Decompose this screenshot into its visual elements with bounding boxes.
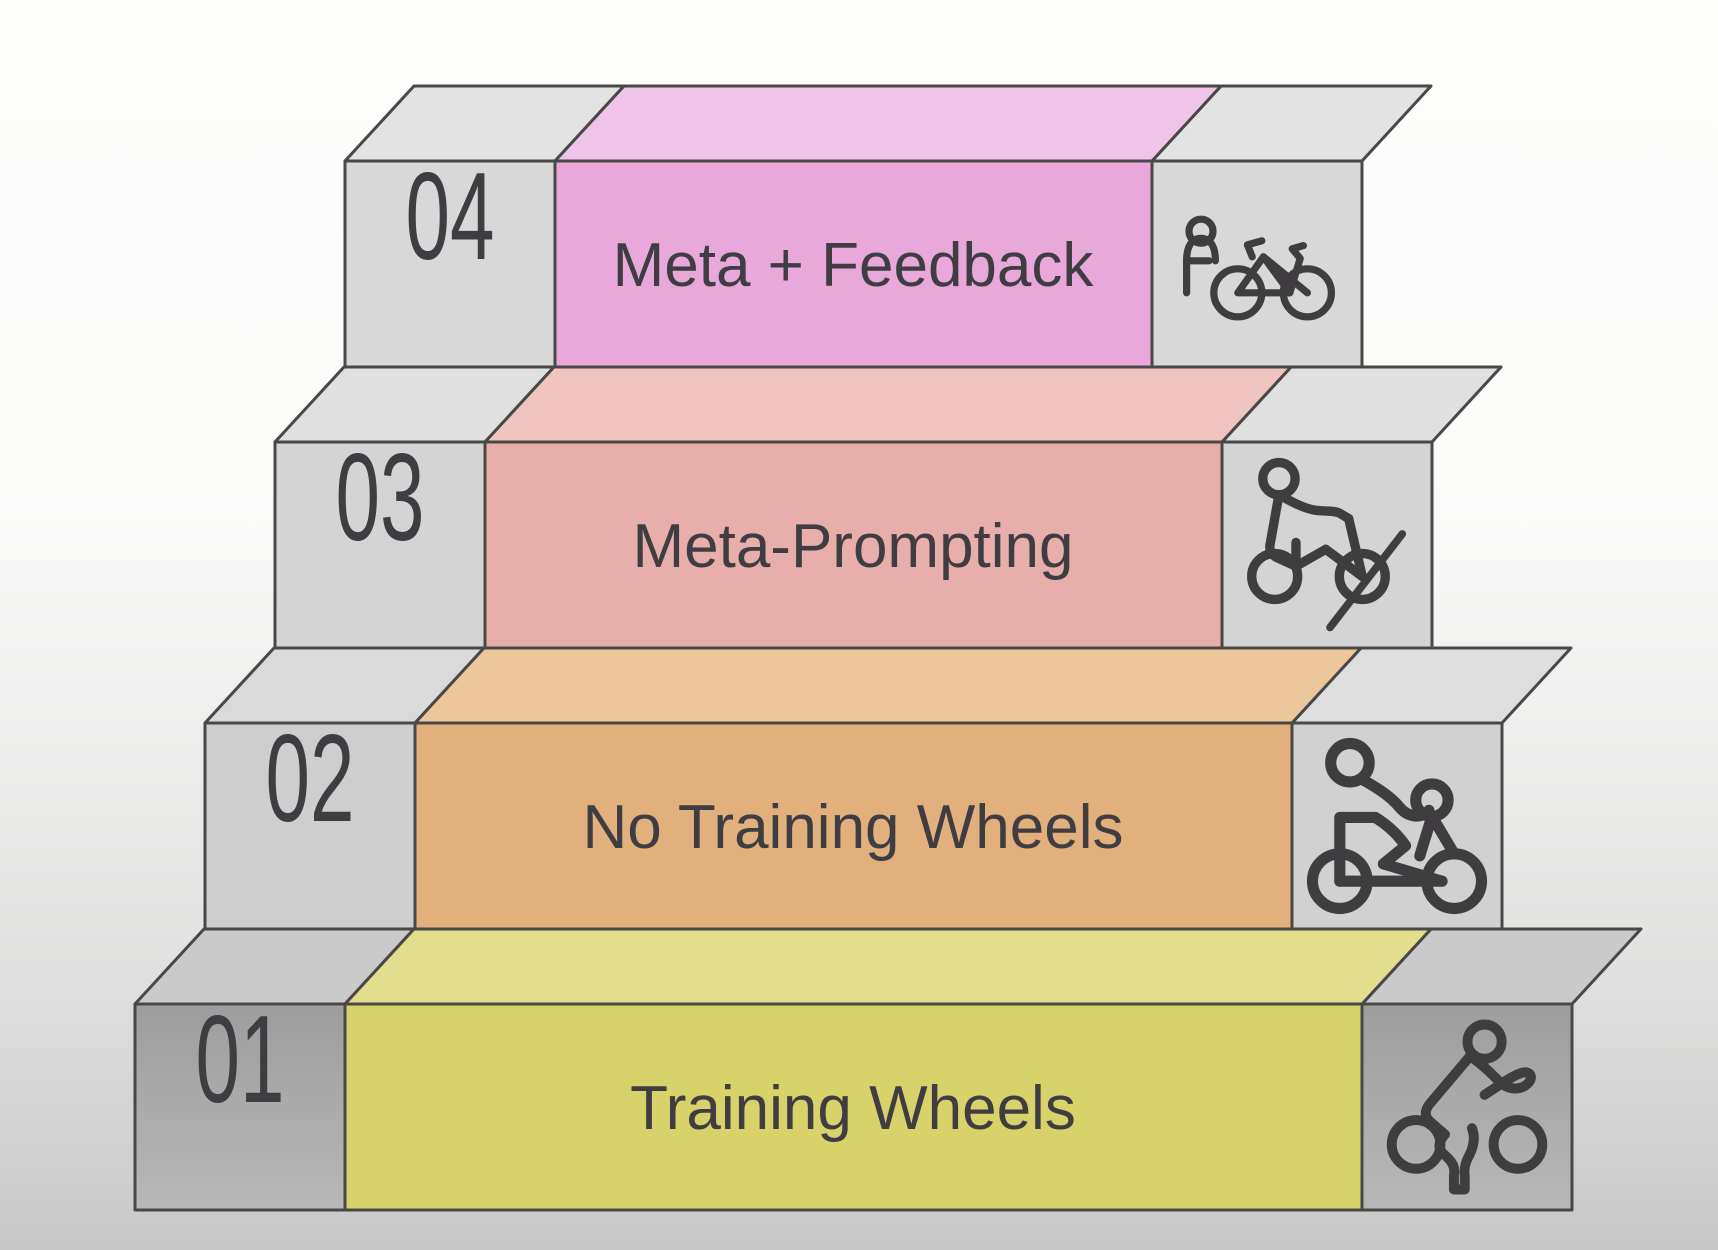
svg-text:Training Wheels: Training Wheels — [630, 1074, 1076, 1143]
svg-text:Meta + Feedback: Meta + Feedback — [613, 231, 1095, 300]
svg-text:Meta-Prompting: Meta-Prompting — [632, 512, 1073, 581]
svg-text:04: 04 — [406, 147, 495, 286]
svg-text:02: 02 — [266, 709, 355, 848]
svg-text:No Training Wheels: No Training Wheels — [582, 793, 1123, 862]
svg-text:03: 03 — [336, 428, 425, 567]
svg-text:01: 01 — [196, 990, 285, 1129]
